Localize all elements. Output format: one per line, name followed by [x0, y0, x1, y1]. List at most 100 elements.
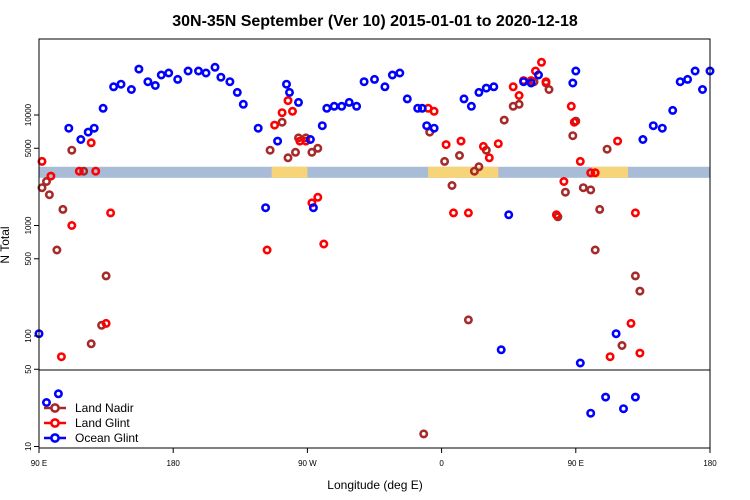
- data-point: [657, 123, 667, 133]
- data-point: [590, 168, 600, 178]
- data-point: [380, 82, 390, 92]
- data-point: [109, 82, 119, 92]
- y-tick-label: 10000: [24, 103, 33, 126]
- data-point: [313, 143, 323, 153]
- x-tick-label: 0: [439, 459, 444, 468]
- data-point: [489, 82, 499, 92]
- data-point: [67, 145, 77, 155]
- data-point: [337, 101, 347, 111]
- y-tick-label: 500: [24, 252, 33, 266]
- x-tick-label: 180: [703, 459, 717, 468]
- data-point: [232, 87, 242, 97]
- data-point: [183, 66, 193, 76]
- data-point: [586, 168, 596, 178]
- data-point: [283, 96, 293, 106]
- data-point: [277, 117, 287, 127]
- data-point: [173, 74, 183, 84]
- legend-item: Land Nadir: [44, 401, 134, 415]
- series-ocean-glint: [34, 62, 715, 418]
- data-point: [504, 210, 514, 220]
- data-point: [429, 106, 439, 116]
- data-point: [352, 101, 362, 111]
- data-point: [683, 74, 693, 84]
- data-point: [317, 121, 327, 131]
- legend-marker: [50, 433, 60, 443]
- data-point: [611, 329, 621, 339]
- data-point: [466, 101, 476, 111]
- data-point: [74, 166, 84, 176]
- data-point: [648, 121, 658, 131]
- data-point: [56, 352, 66, 362]
- y-axis-label: N Total: [0, 226, 12, 263]
- band-ocean-segment: [39, 166, 710, 178]
- data-point: [359, 77, 369, 87]
- data-point: [98, 103, 108, 113]
- x-tick-label: 90 E: [568, 459, 584, 468]
- data-point: [578, 183, 588, 193]
- data-point: [52, 245, 62, 255]
- data-point: [101, 271, 111, 281]
- x-tick-label: 90 W: [298, 459, 317, 468]
- data-point: [533, 70, 543, 80]
- data-point: [413, 103, 423, 113]
- data-point: [541, 77, 551, 87]
- data-point: [568, 78, 578, 88]
- data-point: [630, 392, 640, 402]
- plot-frame: [38, 38, 711, 449]
- data-point: [551, 210, 561, 220]
- data-point: [319, 239, 329, 249]
- data-point: [53, 389, 63, 399]
- band-land-segment: [428, 166, 499, 178]
- data-point: [194, 66, 204, 76]
- data-point: [569, 117, 579, 127]
- data-point: [156, 70, 166, 80]
- data-point: [281, 79, 291, 89]
- data-point: [344, 97, 354, 107]
- data-point: [514, 99, 524, 109]
- data-point: [308, 203, 318, 213]
- data-point: [41, 177, 51, 187]
- data-point: [225, 77, 235, 87]
- chart-title: 30N-35N September (Ver 10) 2015-01-01 to…: [172, 13, 578, 30]
- data-point: [613, 136, 623, 146]
- data-point: [496, 345, 506, 355]
- data-point: [601, 392, 611, 402]
- y-tick-label: 5000: [24, 139, 33, 157]
- y-tick-label: 1000: [24, 216, 33, 234]
- data-point: [422, 121, 432, 131]
- data-point: [571, 66, 581, 76]
- data-point: [638, 135, 648, 145]
- data-point: [273, 136, 283, 146]
- data-point: [44, 190, 54, 200]
- data-point: [508, 82, 518, 92]
- data-point: [463, 315, 473, 325]
- data-point: [41, 397, 51, 407]
- data-point: [675, 77, 685, 87]
- data-point: [305, 135, 315, 145]
- data-point: [201, 68, 211, 78]
- data-point: [586, 408, 596, 418]
- data-point: [216, 72, 226, 82]
- reference-band: [39, 166, 710, 178]
- data-point: [630, 271, 640, 281]
- data-point: [86, 339, 96, 349]
- data-point: [544, 85, 554, 95]
- data-point: [493, 139, 503, 149]
- data-point: [262, 245, 272, 255]
- legend-label: Land Nadir: [75, 401, 134, 415]
- data-point: [265, 145, 275, 155]
- band-land-segment: [271, 166, 308, 178]
- band-land-segment: [592, 166, 628, 178]
- data-point: [697, 85, 707, 95]
- data-point: [514, 91, 524, 101]
- legend-marker: [50, 418, 60, 428]
- data-point: [86, 138, 96, 148]
- data-point: [447, 181, 457, 191]
- data-point: [283, 153, 293, 163]
- data-point: [429, 123, 439, 133]
- data-point: [106, 208, 116, 218]
- data-point: [261, 203, 271, 213]
- data-point: [395, 68, 405, 78]
- data-point: [617, 340, 627, 350]
